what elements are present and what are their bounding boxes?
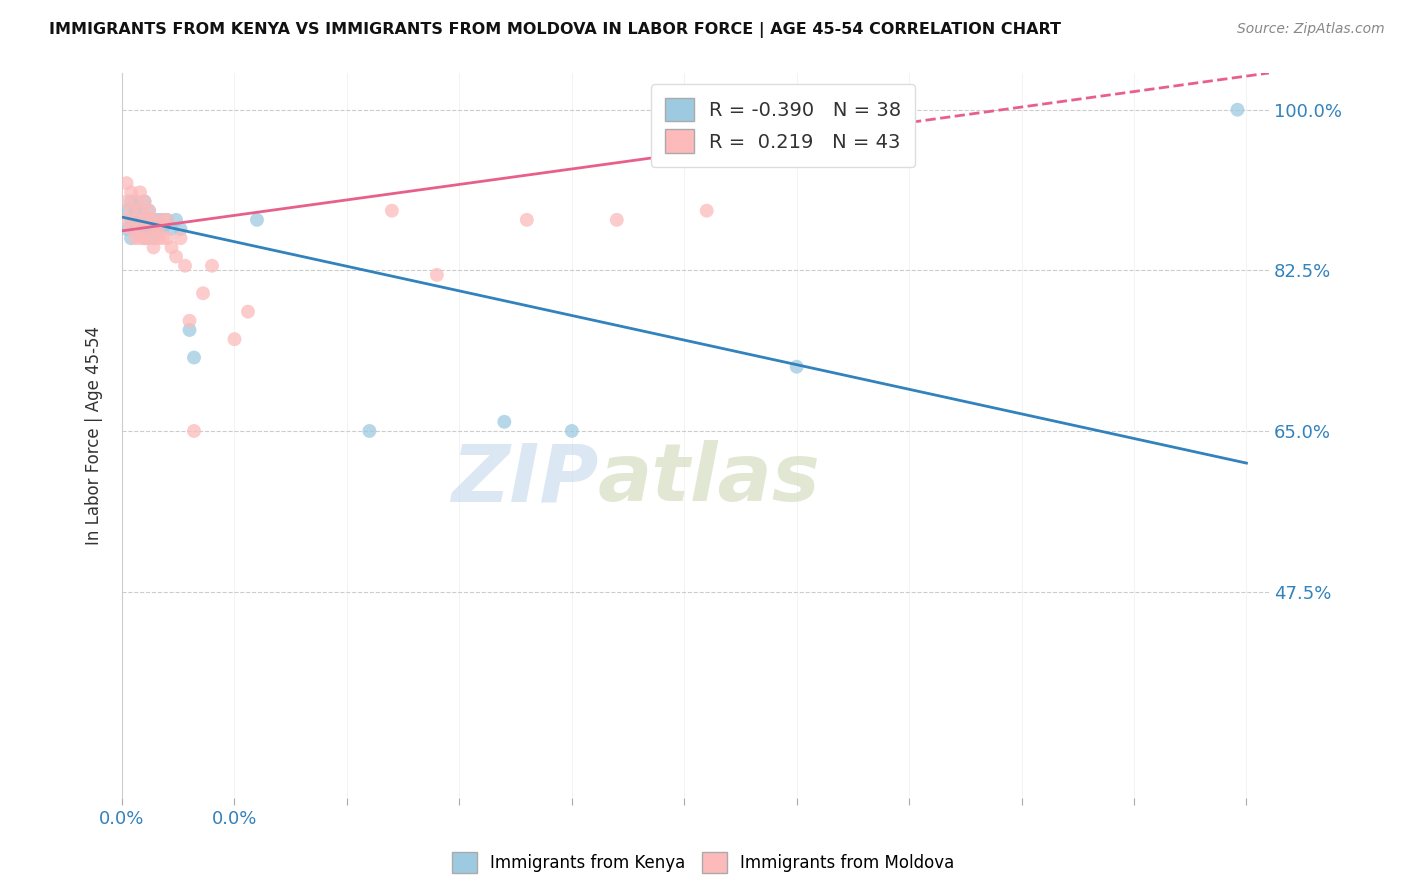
Point xyxy=(115,203,138,218)
Point xyxy=(124,194,146,209)
Point xyxy=(138,222,160,236)
Point xyxy=(120,203,142,218)
Point xyxy=(134,231,156,245)
Point xyxy=(146,222,169,236)
Point xyxy=(246,212,269,227)
Point xyxy=(134,194,156,209)
Point xyxy=(120,194,142,209)
Point xyxy=(138,212,160,227)
Point xyxy=(146,212,169,227)
Point xyxy=(134,212,156,227)
Text: Source: ZipAtlas.com: Source: ZipAtlas.com xyxy=(1237,22,1385,37)
Point xyxy=(134,231,156,245)
Point xyxy=(115,194,138,209)
Point xyxy=(165,250,187,264)
Point xyxy=(142,222,165,236)
Point xyxy=(606,212,628,227)
Point xyxy=(124,203,146,218)
Point xyxy=(142,212,165,227)
Point xyxy=(115,212,138,227)
Point xyxy=(134,222,156,236)
Point xyxy=(129,222,152,236)
Text: IMMIGRANTS FROM KENYA VS IMMIGRANTS FROM MOLDOVA IN LABOR FORCE | AGE 45-54 CORR: IMMIGRANTS FROM KENYA VS IMMIGRANTS FROM… xyxy=(49,22,1062,38)
Point xyxy=(138,212,160,227)
Point xyxy=(138,231,160,245)
Text: atlas: atlas xyxy=(598,440,821,518)
Point xyxy=(120,231,142,245)
Point xyxy=(129,231,152,245)
Point xyxy=(152,222,174,236)
Point xyxy=(129,186,152,200)
Point xyxy=(224,332,246,346)
Point xyxy=(561,424,583,438)
Point xyxy=(160,240,183,254)
Point xyxy=(174,259,197,273)
Point xyxy=(516,212,538,227)
Point xyxy=(156,231,179,245)
Point xyxy=(120,186,142,200)
Point xyxy=(201,259,224,273)
Point xyxy=(696,203,718,218)
Point xyxy=(138,203,160,218)
Legend: Immigrants from Kenya, Immigrants from Moldova: Immigrants from Kenya, Immigrants from M… xyxy=(444,846,962,880)
Point xyxy=(134,212,156,227)
Point xyxy=(183,424,205,438)
Point xyxy=(142,240,165,254)
Point xyxy=(160,222,183,236)
Point xyxy=(129,203,152,218)
Point xyxy=(169,231,191,245)
Point xyxy=(124,231,146,245)
Point xyxy=(134,194,156,209)
Point xyxy=(138,203,160,218)
Point xyxy=(120,212,142,227)
Point xyxy=(179,314,201,328)
Point xyxy=(115,176,138,190)
Point xyxy=(129,212,152,227)
Y-axis label: In Labor Force | Age 45-54: In Labor Force | Age 45-54 xyxy=(86,326,103,545)
Point xyxy=(146,231,169,245)
Point xyxy=(115,222,138,236)
Point xyxy=(124,212,146,227)
Point xyxy=(494,415,516,429)
Point xyxy=(152,231,174,245)
Point xyxy=(129,203,152,218)
Point xyxy=(146,222,169,236)
Legend: R = -0.390   N = 38, R =  0.219   N = 43: R = -0.390 N = 38, R = 0.219 N = 43 xyxy=(651,84,915,167)
Point xyxy=(381,203,404,218)
Point xyxy=(179,323,201,337)
Point xyxy=(124,194,146,209)
Point xyxy=(152,212,174,227)
Point xyxy=(359,424,381,438)
Text: ZIP: ZIP xyxy=(451,440,598,518)
Point xyxy=(786,359,808,374)
Point xyxy=(129,222,152,236)
Point xyxy=(183,351,205,365)
Point xyxy=(169,222,191,236)
Point xyxy=(142,222,165,236)
Point xyxy=(191,286,214,301)
Point xyxy=(124,222,146,236)
Point xyxy=(165,212,187,227)
Point xyxy=(124,212,146,227)
Point xyxy=(142,231,165,245)
Point xyxy=(152,212,174,227)
Point xyxy=(120,222,142,236)
Point xyxy=(236,304,259,318)
Point xyxy=(142,212,165,227)
Point xyxy=(156,212,179,227)
Point xyxy=(156,212,179,227)
Point xyxy=(1226,103,1249,117)
Point xyxy=(426,268,449,282)
